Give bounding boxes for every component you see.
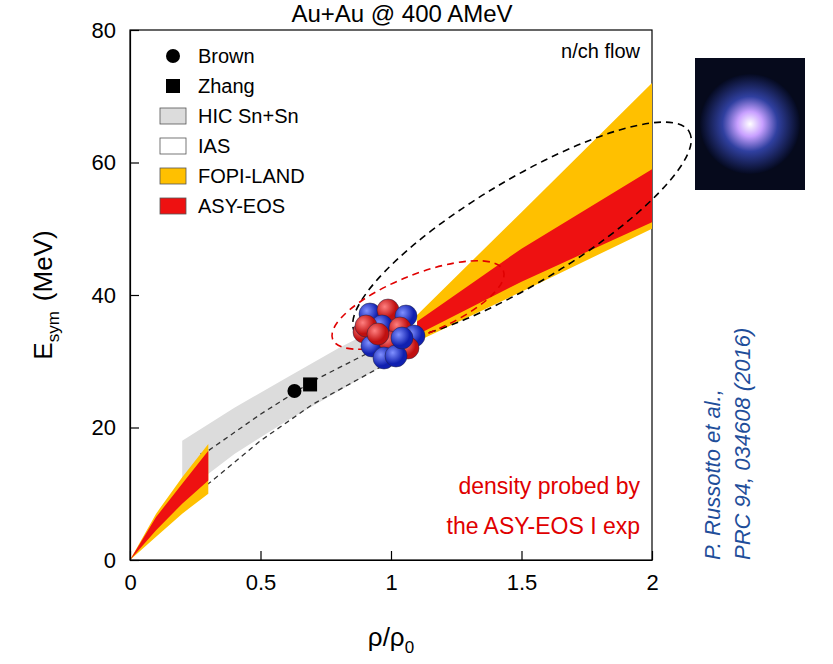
tick-label: 1.5 [507,570,538,595]
tick: 2 [646,551,658,595]
legend-swatch [160,168,186,184]
legend-swatch [166,49,180,63]
tick: 20 [92,415,139,440]
annotation: n/ch flow [561,40,640,62]
tick-mark [130,560,139,561]
tick-mark [130,427,139,428]
band [200,341,391,487]
tick-mark [130,295,139,296]
axis: 0 0.5 1 1.5 2 [124,551,658,595]
tick-mark [130,30,139,31]
band [182,315,404,494]
plot-area [130,83,652,560]
chart: 00.511.52020406080Au+Au @ 400 AMeVρ/ρ0Es… [0,0,833,664]
citation: P. Russotto et al., [700,389,725,560]
axis-title: ρ/ρ0 [368,622,414,657]
tick-label: 0 [124,570,136,595]
tick: 1 [385,551,397,595]
legend-label: FOPI-LAND [198,165,305,187]
legend-label: Zhang [198,75,255,97]
tick: 0 [104,548,139,573]
citation: PRC 94, 034608 (2016) [730,328,755,560]
tick-mark [391,551,392,560]
axis-title: Esym(MeV) [28,230,63,359]
title: Au+Au @ 400 AMeV [291,0,512,27]
tick: 60 [92,150,139,175]
tick-mark [521,551,522,560]
annotation: density probed by [458,473,640,499]
tick-label: 0 [104,548,116,573]
point [303,377,317,391]
annotation: the ASY-EOS I exp [447,513,641,539]
plot-frame [130,30,652,560]
band [130,169,652,560]
tick: 80 [92,18,139,43]
legend-swatch [160,198,186,214]
tick-mark [260,551,261,560]
legend-swatch [160,108,186,124]
legend-label: HIC Sn+Sn [198,105,299,127]
star-image [695,58,805,190]
tick-label: 40 [92,283,116,308]
tick-mark [652,551,653,560]
tick-label: 1 [385,570,397,595]
legend: Brown Zhang HIC Sn+Sn IAS FOPI-LAND ASY-EOS [160,45,305,217]
tick-label: 0.5 [246,570,277,595]
legend-label: IAS [198,135,230,157]
star [700,74,800,174]
tick-label: 60 [92,150,116,175]
tick: 1.5 [507,551,538,595]
nucleon [367,323,389,345]
legend-swatch [160,138,186,154]
legend-swatch [166,79,180,93]
point [287,384,301,398]
axis: 0 20 40 60 80 [92,18,139,573]
tick-label: 20 [92,415,116,440]
ellipse [321,243,514,368]
tick: 40 [92,283,139,308]
band [130,83,652,560]
tick-label: 80 [92,18,116,43]
legend-label: Brown [198,45,255,67]
tick-mark [130,162,139,163]
legend-label: ASY-EOS [198,195,285,217]
tick-label: 2 [646,570,658,595]
nucleon [391,327,413,349]
ellipse [328,87,716,377]
tick: 0.5 [246,551,277,595]
axis-line [131,560,653,561]
